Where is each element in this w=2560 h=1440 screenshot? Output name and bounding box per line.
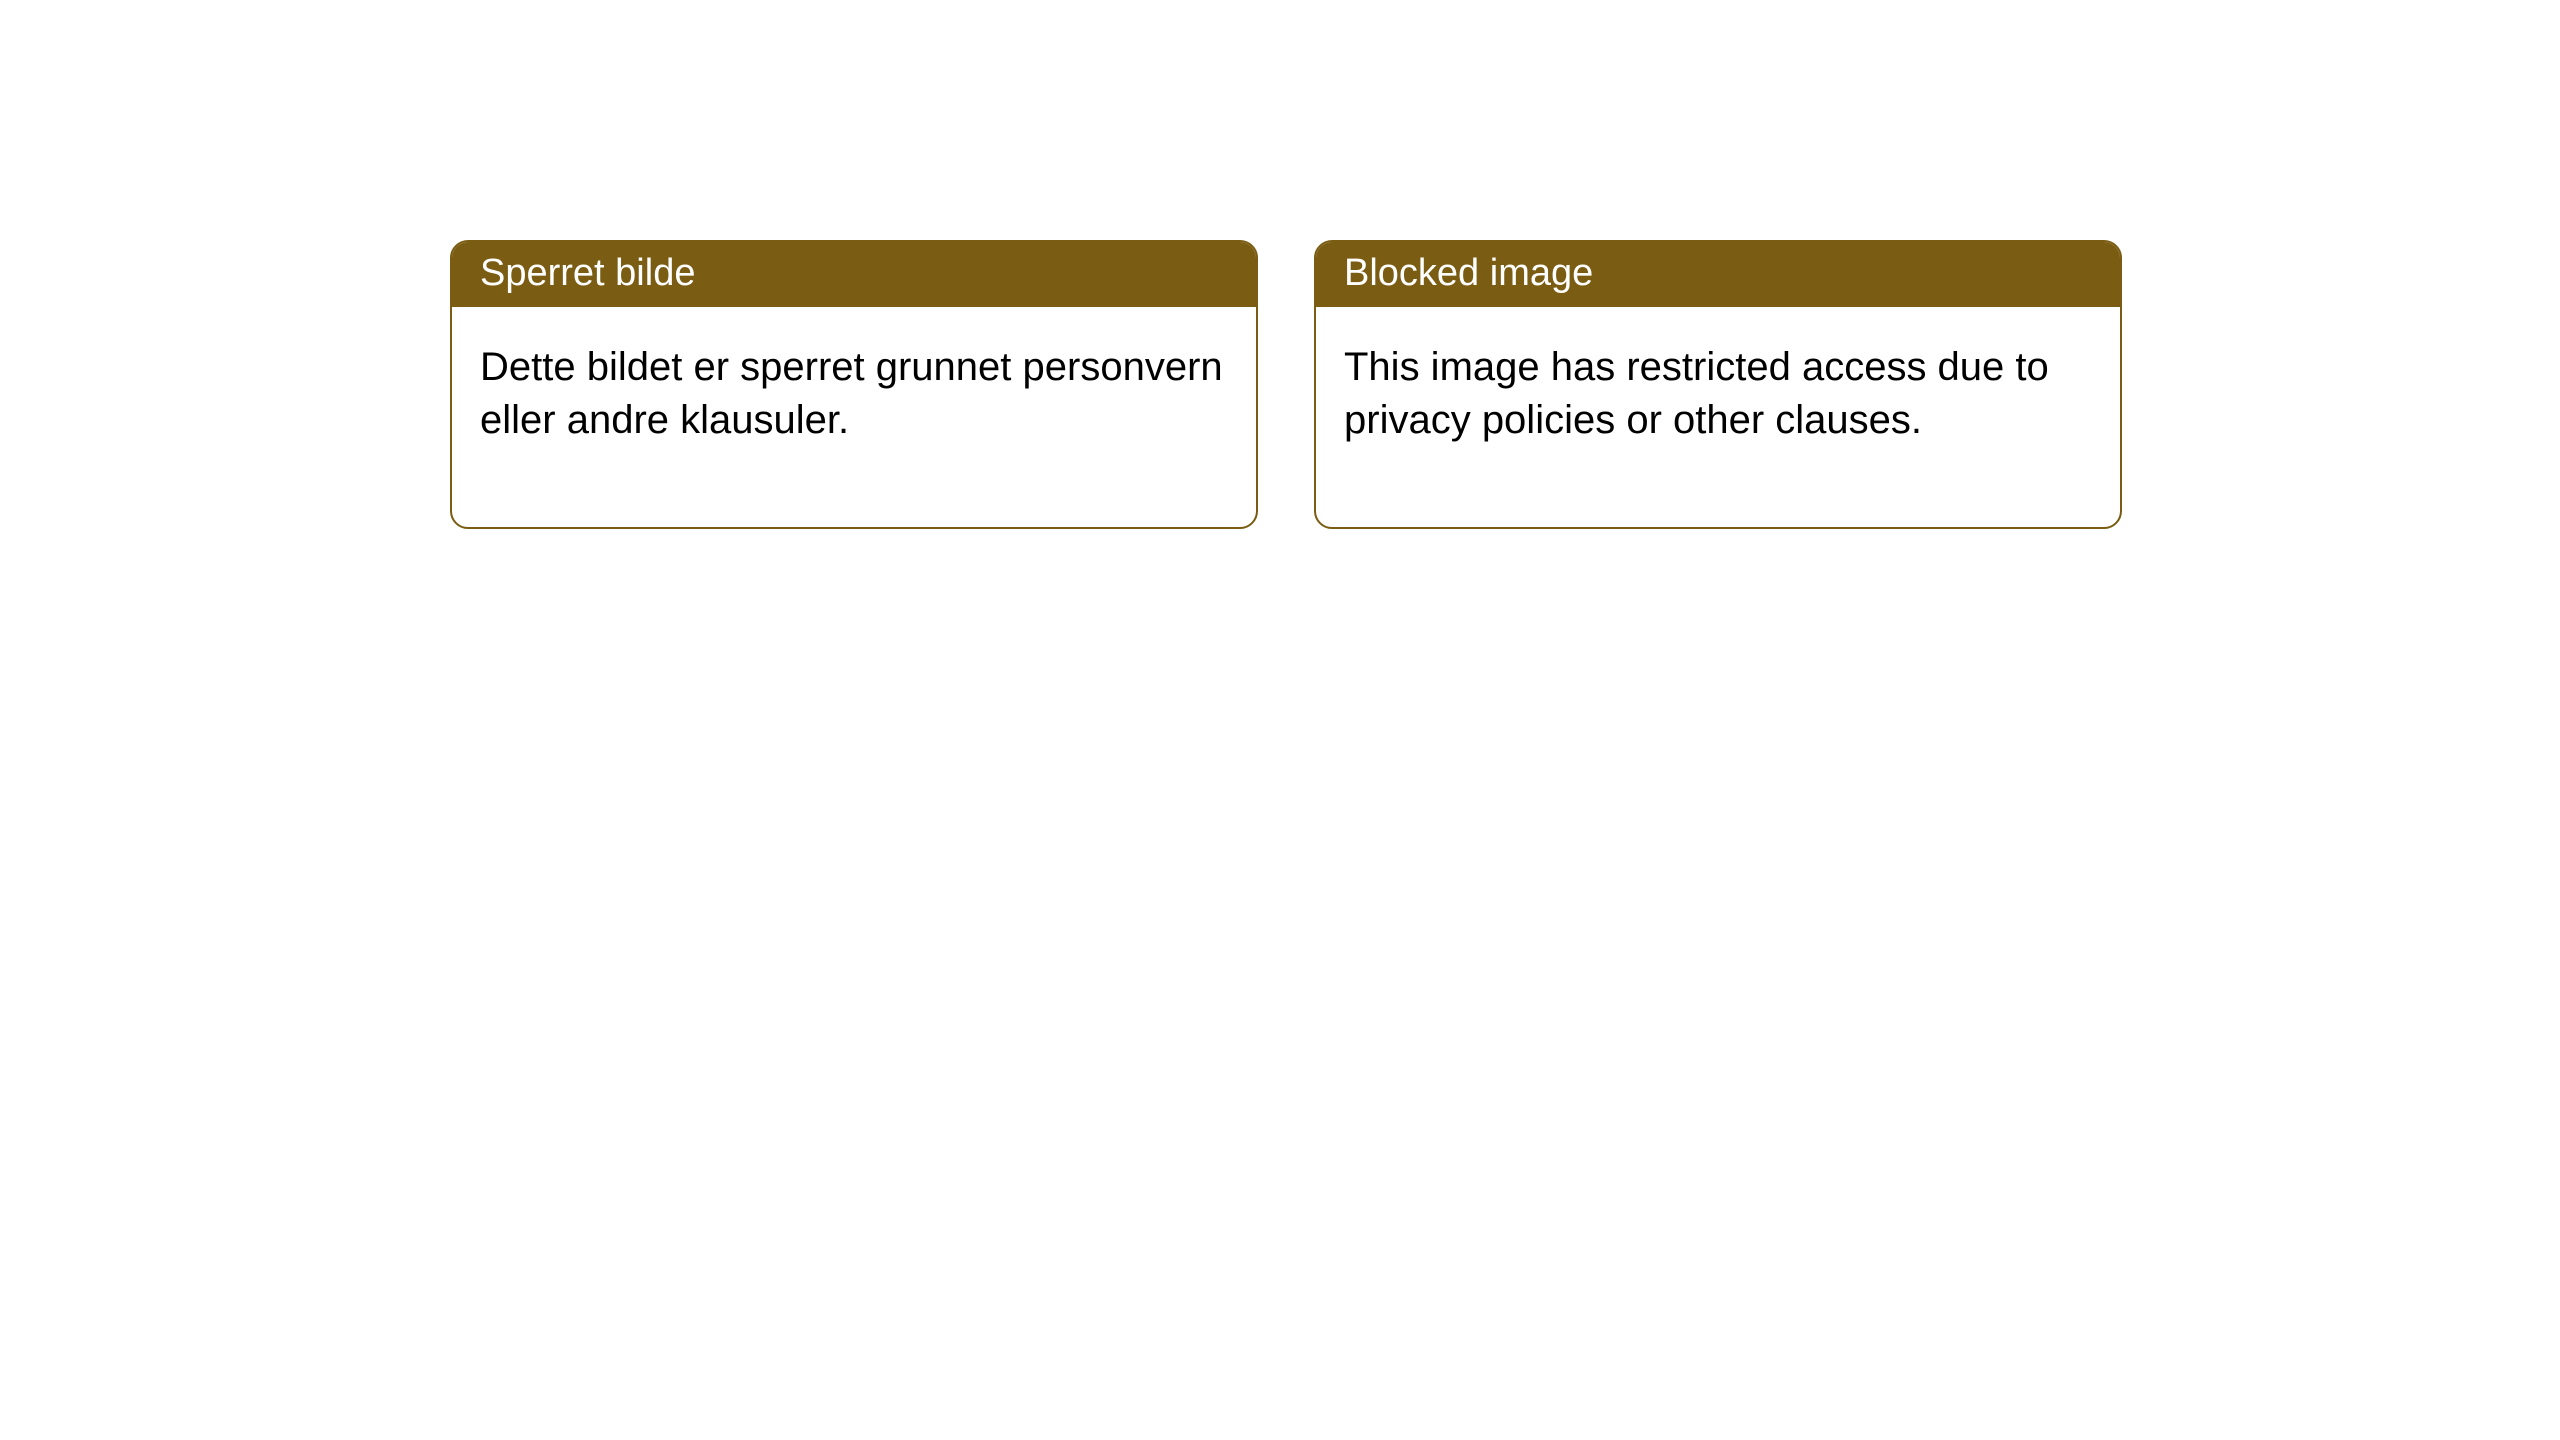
notice-body: Dette bildet er sperret grunnet personve… [452, 307, 1256, 527]
notice-body: This image has restricted access due to … [1316, 307, 2120, 527]
notice-card-norwegian: Sperret bilde Dette bildet er sperret gr… [450, 240, 1258, 529]
notice-container: Sperret bilde Dette bildet er sperret gr… [0, 0, 2560, 529]
notice-title: Sperret bilde [452, 242, 1256, 307]
notice-card-english: Blocked image This image has restricted … [1314, 240, 2122, 529]
notice-title: Blocked image [1316, 242, 2120, 307]
